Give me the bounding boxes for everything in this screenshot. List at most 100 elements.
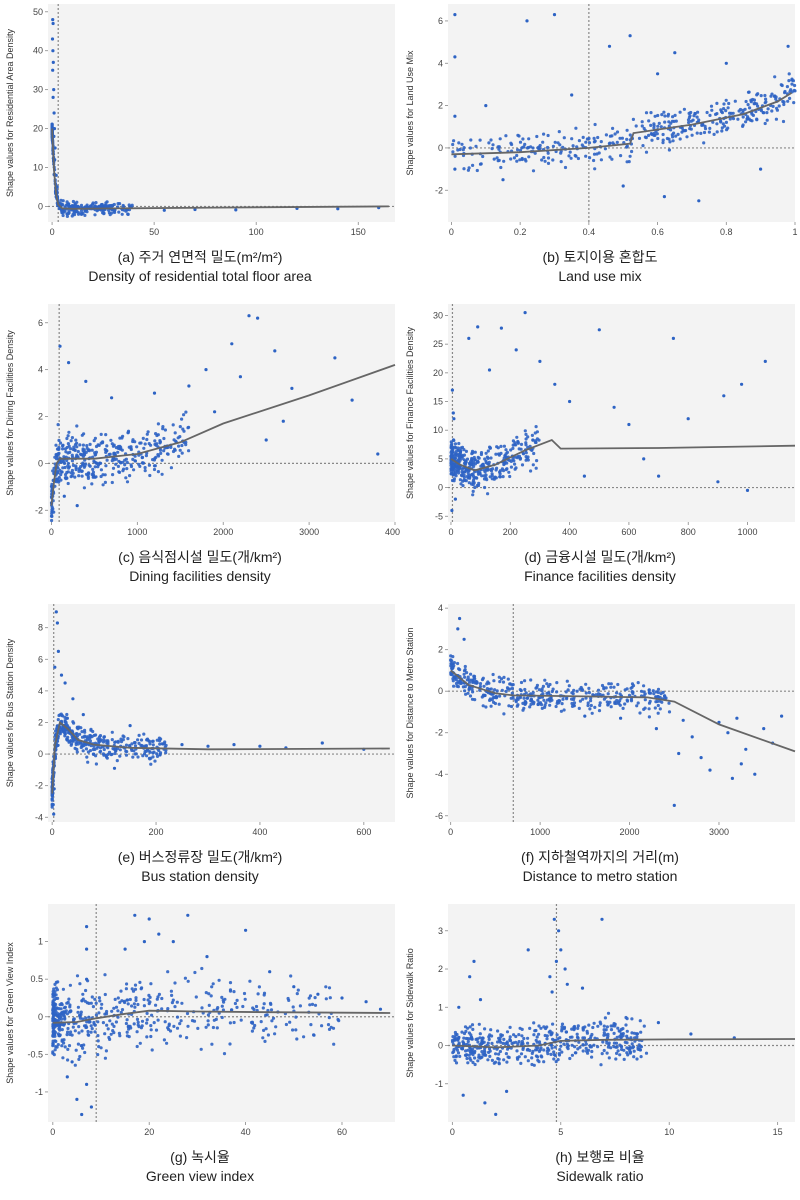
scatter-point xyxy=(67,997,71,1001)
scatter-point xyxy=(66,1030,70,1034)
y-tick-label: -1 xyxy=(35,1087,43,1097)
scatter-point xyxy=(55,726,59,731)
scatter-point xyxy=(508,474,512,479)
scatter-point xyxy=(128,997,132,1002)
scatter-point xyxy=(70,459,74,463)
scatter-point xyxy=(469,672,473,676)
scatter-point xyxy=(517,1040,521,1044)
scatter-point xyxy=(502,1037,506,1041)
scatter-point xyxy=(142,940,146,944)
scatter-point xyxy=(498,680,502,684)
scatter-point xyxy=(593,1036,597,1040)
scatter-point xyxy=(674,134,678,138)
scatter-point xyxy=(65,1033,69,1037)
scatter-point xyxy=(103,973,107,977)
scatter-point xyxy=(120,448,124,452)
scatter-point xyxy=(261,1006,265,1010)
scatter-point xyxy=(507,470,511,474)
scatter-point xyxy=(596,135,600,140)
x-tick-label: 800 xyxy=(681,527,696,537)
scatter-point xyxy=(473,458,477,462)
scatter-point xyxy=(604,1028,608,1032)
y-tick-label: 0 xyxy=(38,749,43,759)
scatter-point xyxy=(116,464,120,468)
scatter-point xyxy=(473,698,477,702)
scatter-point xyxy=(577,139,581,143)
scatter-point xyxy=(204,991,208,995)
scatter-point xyxy=(488,1054,492,1058)
scatter-point xyxy=(87,463,91,467)
scatter-point xyxy=(327,986,332,990)
scatter-point xyxy=(473,450,477,454)
scatter-point xyxy=(462,167,466,171)
scatter-point xyxy=(598,1020,602,1024)
scatter-point xyxy=(258,744,262,748)
scatter-point xyxy=(101,1021,105,1025)
scatter-point xyxy=(500,688,504,692)
scatter-point xyxy=(271,1016,276,1020)
scatter-point xyxy=(463,470,467,474)
scatter-point xyxy=(498,694,502,698)
scatter-point xyxy=(108,1037,112,1041)
scatter-point xyxy=(464,1036,468,1041)
scatter-point xyxy=(501,475,505,479)
scatter-point xyxy=(91,752,95,756)
scatter-point xyxy=(499,444,503,448)
scatter-point xyxy=(625,144,629,148)
y-axis-label: Shape values for Finance Facilities Dens… xyxy=(405,326,415,499)
scatter-point xyxy=(712,132,716,136)
scatter-point xyxy=(454,681,459,686)
scatter-point xyxy=(792,101,796,105)
scatter-point xyxy=(462,146,466,150)
scatter-point xyxy=(76,1042,80,1046)
scatter-point xyxy=(575,1032,579,1036)
scatter-point xyxy=(572,688,576,692)
scatter-point xyxy=(526,948,530,952)
scatter-point xyxy=(132,1022,136,1026)
scatter-point xyxy=(600,1052,604,1056)
scatter-point xyxy=(164,751,168,755)
scatter-point xyxy=(583,1025,587,1029)
scatter-point xyxy=(667,701,671,705)
scatter-point xyxy=(669,128,673,132)
scatter-point xyxy=(170,1001,174,1005)
scatter-point xyxy=(522,1036,526,1041)
scatter-point xyxy=(485,687,489,691)
scatter-point xyxy=(61,466,65,470)
scatter-point xyxy=(460,142,464,146)
scatter-point xyxy=(124,753,129,757)
scatter-point xyxy=(580,986,585,990)
scatter-point xyxy=(523,687,527,692)
scatter-point xyxy=(340,996,344,1000)
scatter-point xyxy=(79,203,84,207)
scatter-point xyxy=(466,675,470,679)
x-tick-label: 60 xyxy=(337,1127,347,1137)
scatter-point xyxy=(588,707,592,711)
scatter-point xyxy=(534,686,538,690)
scatter-point xyxy=(244,928,248,932)
scatter-point xyxy=(762,111,766,115)
scatter-point xyxy=(66,212,70,216)
scatter-point xyxy=(159,451,163,455)
scatter-point xyxy=(731,111,735,115)
y-tick-label: 2 xyxy=(438,101,443,111)
scatter-point xyxy=(61,987,65,991)
scatter-point xyxy=(522,696,526,700)
scatter-point xyxy=(578,699,582,703)
scatter-point xyxy=(530,448,534,452)
scatter-point xyxy=(483,1050,487,1054)
scatter-point xyxy=(508,1038,512,1042)
scatter-point xyxy=(75,747,79,751)
scatter-point xyxy=(125,1034,129,1038)
scatter-point xyxy=(70,468,74,473)
scatter-point xyxy=(515,704,519,708)
scatter-point xyxy=(72,1017,76,1021)
scatter-point xyxy=(552,1053,556,1057)
scatter-point xyxy=(175,1000,179,1004)
scatter-point xyxy=(499,451,503,455)
scatter-point xyxy=(209,994,213,998)
scatter-point xyxy=(623,702,627,706)
scatter-point xyxy=(252,1026,256,1030)
scatter-point xyxy=(178,448,182,452)
